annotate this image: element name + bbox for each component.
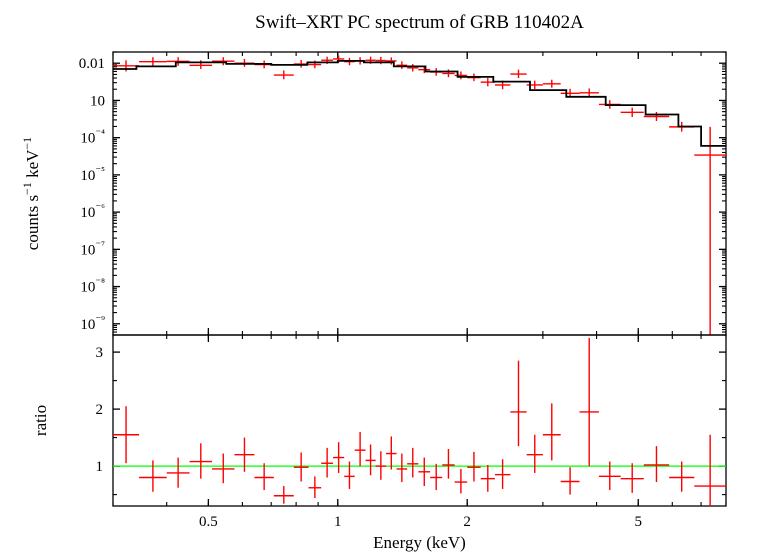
svg-text:Swift–XRT PC spectrum of GRB 1: Swift–XRT PC spectrum of GRB 110402A <box>255 12 584 33</box>
spectrum-chart: Swift–XRT PC spectrum of GRB 110402A 10⁻⁹… <box>0 0 758 556</box>
svg-text:10⁻⁷: 10⁻⁷ <box>80 239 105 258</box>
svg-text:10⁻⁵: 10⁻⁵ <box>80 165 105 184</box>
svg-text:1: 1 <box>334 514 342 530</box>
svg-text:5: 5 <box>635 514 643 530</box>
svg-text:Energy (keV): Energy (keV) <box>373 533 466 552</box>
svg-text:0.01: 0.01 <box>79 56 105 72</box>
ratio-panel-frame <box>113 335 726 506</box>
top-panel-frame <box>113 52 726 335</box>
svg-text:3: 3 <box>96 345 104 361</box>
svg-text:10⁻⁳: 10⁻⁳ <box>90 93 105 109</box>
svg-text:10⁻⁸: 10⁻⁸ <box>80 277 105 296</box>
svg-text:0.5: 0.5 <box>199 514 218 530</box>
svg-text:counts s−1 keV−1: counts s−1 keV−1 <box>20 137 42 250</box>
model-step-line <box>113 61 726 146</box>
svg-text:10⁻⁴: 10⁻⁴ <box>80 128 105 147</box>
top-y-label: counts s−1 keV−1 <box>20 137 42 250</box>
svg-text:10⁻⁹: 10⁻⁹ <box>80 314 105 333</box>
svg-text:1: 1 <box>96 459 104 475</box>
chart-svg: Swift–XRT PC spectrum of GRB 110402A 10⁻⁹… <box>0 0 758 556</box>
svg-text:2: 2 <box>463 514 471 530</box>
svg-text:2: 2 <box>96 402 104 418</box>
ratio-data-group <box>113 338 726 506</box>
top-data-group <box>113 56 726 335</box>
svg-text:ratio: ratio <box>31 405 50 436</box>
svg-text:10⁻⁶: 10⁻⁶ <box>80 202 105 221</box>
